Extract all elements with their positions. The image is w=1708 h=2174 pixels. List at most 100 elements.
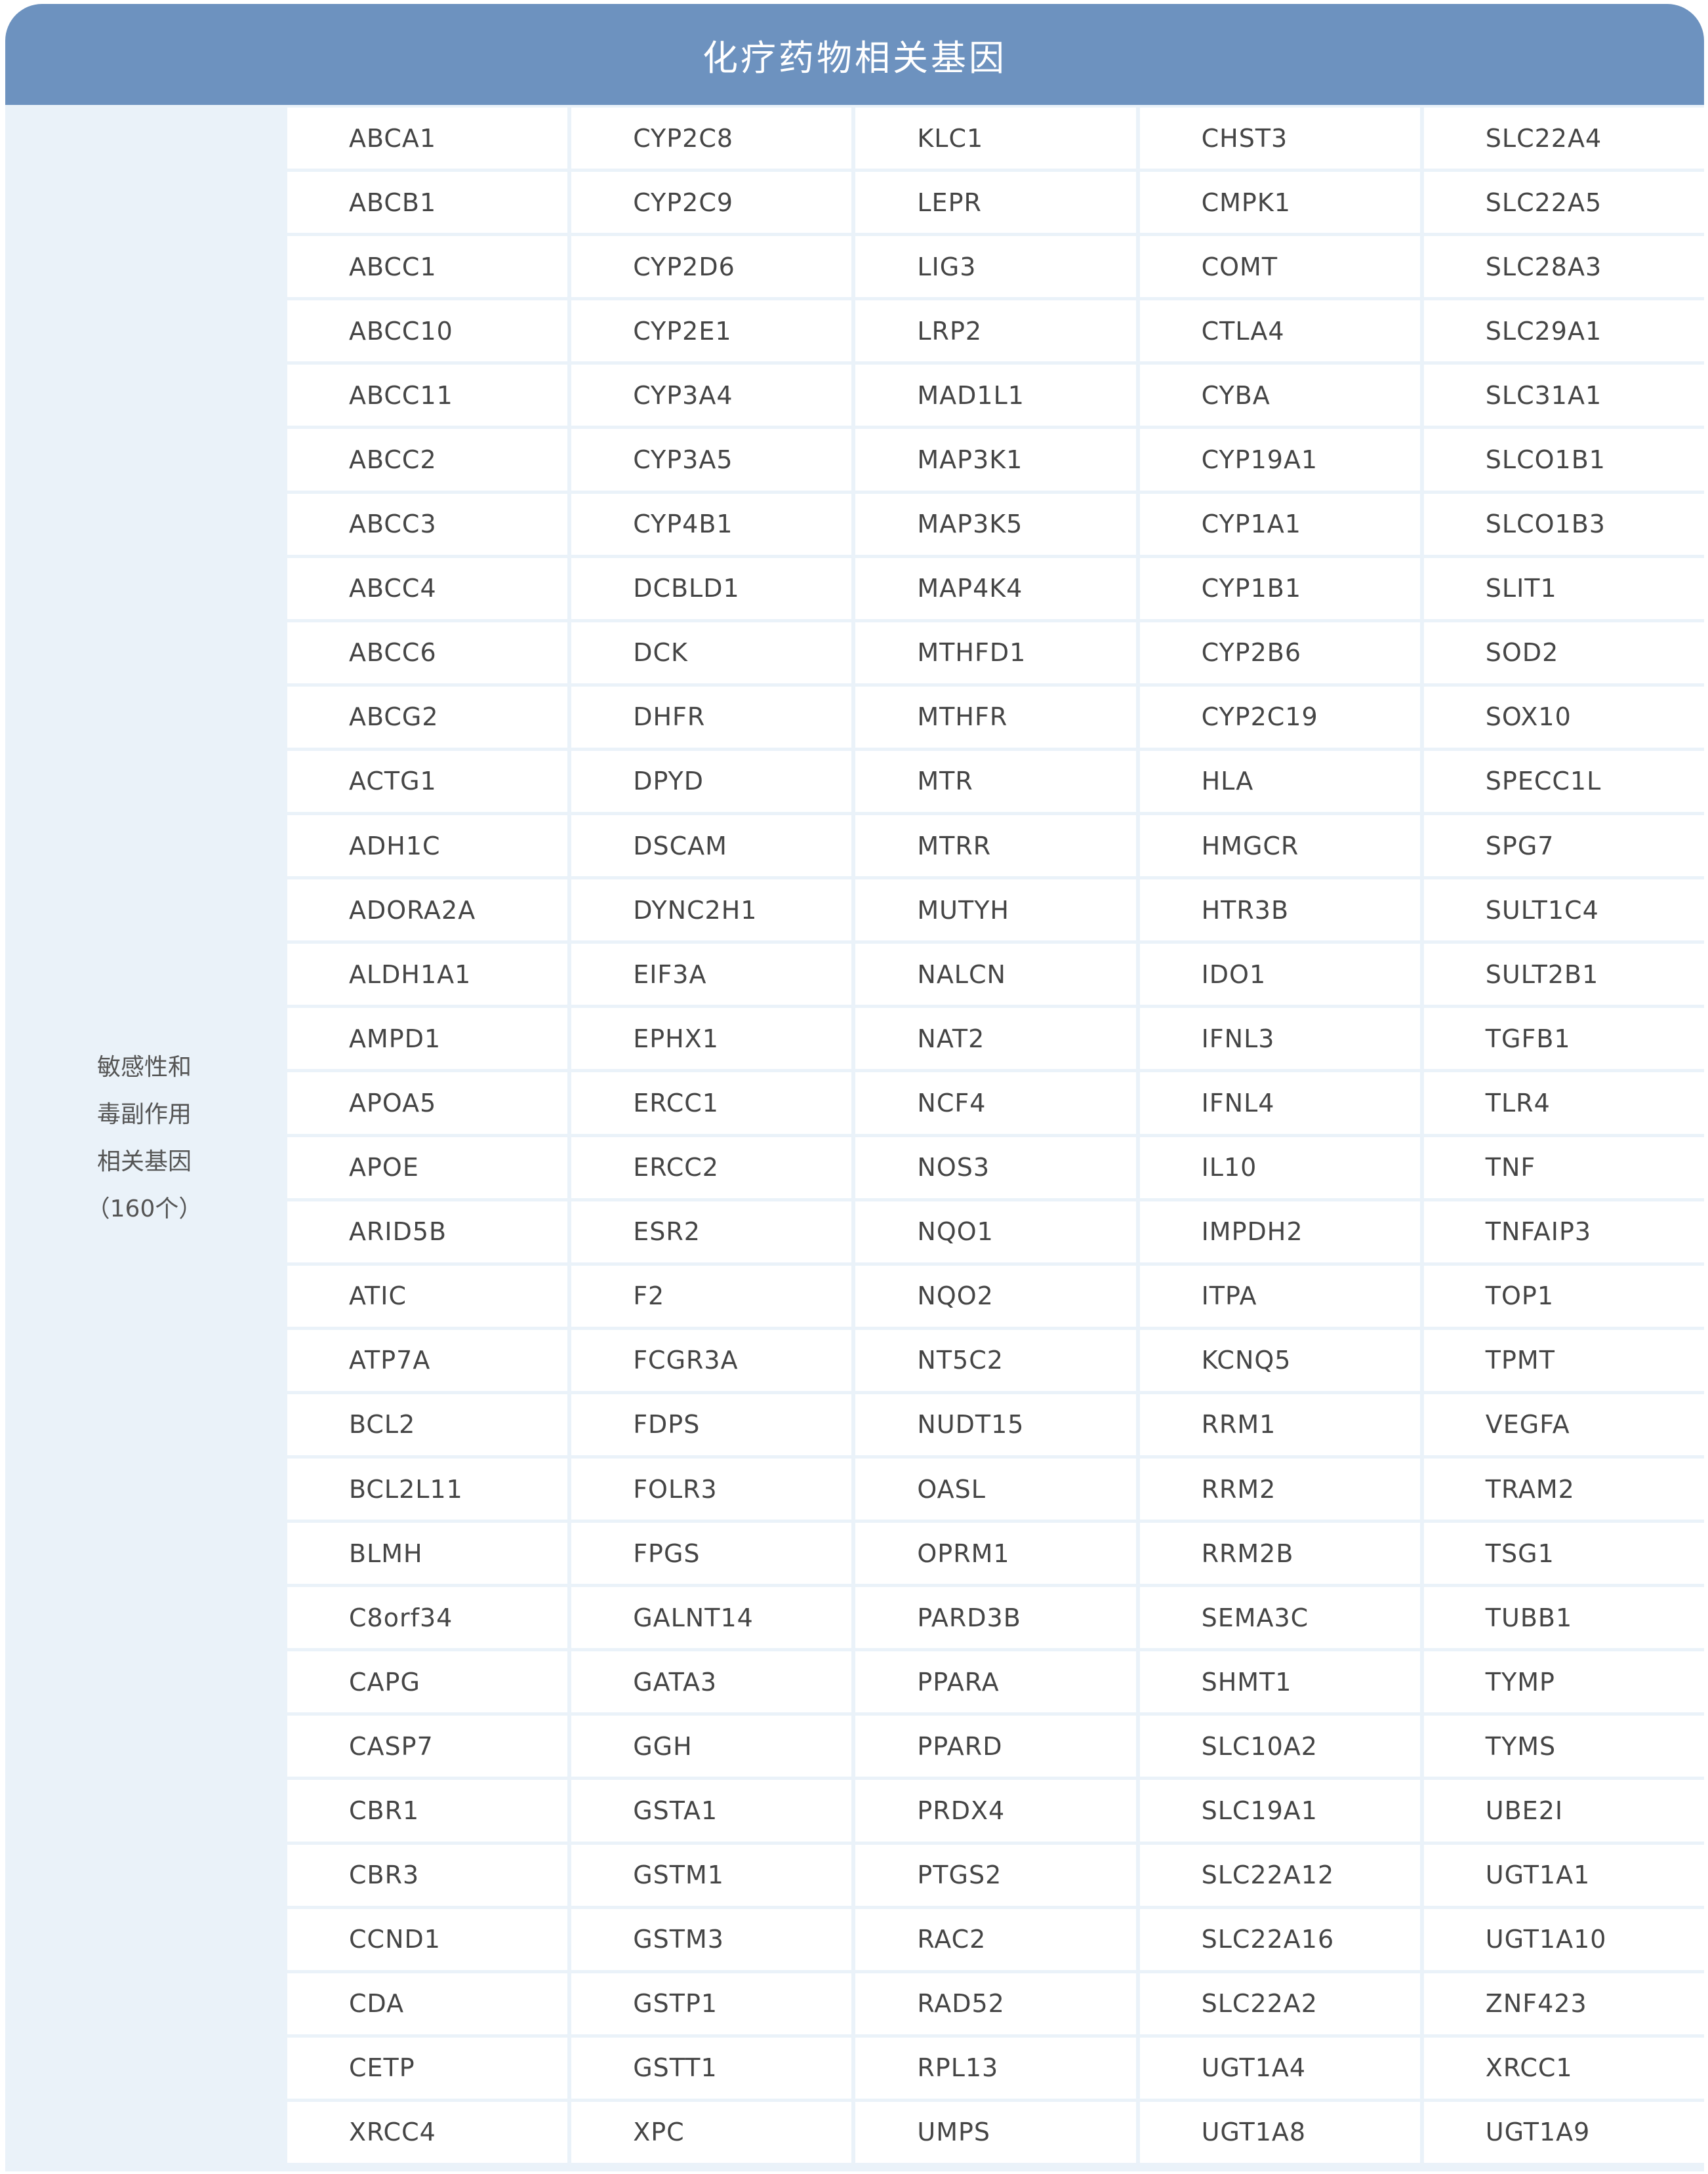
gene-cell: ZNF423: [1423, 1973, 1704, 2034]
gene-cell: SPG7: [1423, 815, 1704, 877]
gene-cell: NT5C2: [855, 1329, 1136, 1391]
gene-cell: ABCG2: [287, 686, 568, 748]
gene-cell: TNF: [1423, 1137, 1704, 1198]
gene-cell: ABCB1: [287, 172, 568, 233]
gene-cell: IMPDH2: [1139, 1201, 1420, 1262]
gene-cell: RRM2: [1139, 1458, 1420, 1520]
gene-cell: CYP2C9: [571, 172, 852, 233]
gene-cell: TYMP: [1423, 1651, 1704, 1713]
gene-cell: CMPK1: [1139, 172, 1420, 233]
gene-cell: SLC29A1: [1423, 300, 1704, 362]
gene-cell: ERCC2: [571, 1137, 852, 1198]
gene-cell: ABCC1: [287, 236, 568, 298]
gene-cell: CYP1A1: [1139, 493, 1420, 555]
gene-cell: LEPR: [855, 172, 1136, 233]
gene-cell: GSTP1: [571, 1973, 852, 2034]
gene-cell: TSG1: [1423, 1523, 1704, 1584]
gene-cell: NCF4: [855, 1072, 1136, 1134]
gene-cell: XPC: [571, 2101, 852, 2163]
gene-cell: MUTYH: [855, 879, 1136, 941]
gene-cell: GSTT1: [571, 2037, 852, 2099]
gene-cell: DSCAM: [571, 815, 852, 877]
gene-cell: SULT1C4: [1423, 879, 1704, 941]
gene-cell: MTHFR: [855, 686, 1136, 748]
gene-cell: HTR3B: [1139, 879, 1420, 941]
gene-cell: SOX10: [1423, 686, 1704, 748]
gene-cell: DPYD: [571, 750, 852, 813]
gene-cell: MAP3K1: [855, 429, 1136, 491]
category-label-line: （160个）: [86, 1195, 203, 1222]
gene-cell: ABCC2: [287, 429, 568, 491]
gene-cell: ARID5B: [287, 1201, 568, 1262]
gene-cell: MTRR: [855, 815, 1136, 877]
gene-cell: CBR1: [287, 1780, 568, 1842]
gene-cell: F2: [571, 1265, 852, 1327]
gene-cell: GSTA1: [571, 1780, 852, 1842]
gene-cell: MAP4K4: [855, 557, 1136, 619]
gene-cell: IL10: [1139, 1137, 1420, 1198]
gene-cell: PPARD: [855, 1716, 1136, 1777]
table-title: 化疗药物相关基因: [702, 37, 1007, 79]
gene-cell: DCK: [571, 622, 852, 683]
gene-cell: IFNL3: [1139, 1008, 1420, 1070]
gene-cell: KLC1: [855, 108, 1136, 169]
gene-cell: OASL: [855, 1458, 1136, 1520]
gene-cell: MAP3K5: [855, 493, 1136, 555]
gene-cell: TUBB1: [1423, 1587, 1704, 1649]
gene-cell: XRCC4: [287, 2101, 568, 2163]
gene-cell: COMT: [1139, 236, 1420, 298]
gene-cell: OPRM1: [855, 1523, 1136, 1584]
gene-cell: NAT2: [855, 1008, 1136, 1070]
gene-cell: CYBA: [1139, 365, 1420, 426]
gene-cell: CYP2C19: [1139, 686, 1420, 748]
gene-cell: EIF3A: [571, 944, 852, 1005]
gene-cell: ATIC: [287, 1265, 568, 1327]
gene-cell: ABCC6: [287, 622, 568, 683]
gene-cell: SLC19A1: [1139, 1780, 1420, 1842]
gene-cell: GGH: [571, 1716, 852, 1777]
gene-cell: PTGS2: [855, 1844, 1136, 1906]
gene-cell: DHFR: [571, 686, 852, 748]
gene-cell: PPARA: [855, 1651, 1136, 1713]
gene-cell: MTHFD1: [855, 622, 1136, 683]
gene-cell: APOE: [287, 1137, 568, 1198]
category-label-line: 敏感性和: [96, 1053, 192, 1081]
gene-cell: SEMA3C: [1139, 1587, 1420, 1649]
gene-cell: TNFAIP3: [1423, 1201, 1704, 1262]
gene-cell: TOP1: [1423, 1265, 1704, 1327]
gene-cell: CAPG: [287, 1651, 568, 1713]
gene-cell: RPL13: [855, 2037, 1136, 2099]
category-column: 敏感性和 毒副作用 相关基因 （160个）: [5, 105, 283, 2171]
gene-cell: APOA5: [287, 1072, 568, 1134]
gene-cell: ABCC3: [287, 493, 568, 555]
gene-cell: TLR4: [1423, 1072, 1704, 1134]
gene-cell: SLC22A5: [1423, 172, 1704, 233]
gene-cell: SOD2: [1423, 622, 1704, 683]
gene-cell: CETP: [287, 2037, 568, 2099]
gene-table-card: 化疗药物相关基因 敏感性和 毒副作用 相关基因 （160个） ABCA1 CYP2…: [5, 4, 1704, 2171]
gene-cell: CYP19A1: [1139, 429, 1420, 491]
gene-cell: SLC22A16: [1139, 1908, 1420, 1970]
gene-cell: ESR2: [571, 1201, 852, 1262]
gene-cell: GSTM3: [571, 1908, 852, 1970]
gene-cell: CYP2C8: [571, 108, 852, 169]
gene-cell: GATA3: [571, 1651, 852, 1713]
table-header: 化疗药物相关基因: [5, 4, 1704, 105]
gene-cell: ADH1C: [287, 815, 568, 877]
gene-cell: UGT1A9: [1423, 2101, 1704, 2163]
gene-cell: TPMT: [1423, 1329, 1704, 1391]
gene-cell: SULT2B1: [1423, 944, 1704, 1005]
gene-cell: KCNQ5: [1139, 1329, 1420, 1391]
gene-cell: CASP7: [287, 1716, 568, 1777]
gene-cell: ACTG1: [287, 750, 568, 813]
gene-cell: SPECC1L: [1423, 750, 1704, 813]
gene-cell: NQO2: [855, 1265, 1136, 1327]
gene-cell: CYP3A5: [571, 429, 852, 491]
gene-cell: FPGS: [571, 1523, 852, 1584]
gene-cell: VEGFA: [1423, 1394, 1704, 1455]
gene-cell: CYP3A4: [571, 365, 852, 426]
category-label-line: 相关基因: [96, 1148, 192, 1175]
gene-cell: SLC22A2: [1139, 1973, 1420, 2034]
gene-cell: BCL2: [287, 1394, 568, 1455]
gene-cell: XRCC1: [1423, 2037, 1704, 2099]
